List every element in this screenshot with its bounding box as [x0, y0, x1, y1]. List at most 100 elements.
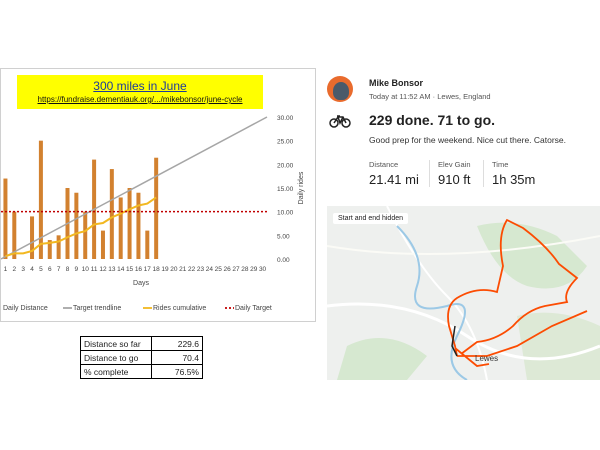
x-tick-label: 27	[232, 266, 240, 273]
chart-title: 300 miles in June	[93, 79, 187, 93]
y-tick-label: 5.00	[277, 233, 290, 240]
x-tick-label: 20	[170, 266, 178, 273]
table-row: Distance so far 229.6	[80, 336, 203, 351]
athlete-name[interactable]: Mike Bonsor	[369, 78, 424, 88]
elevation-stat: Elev Gain 910 ft	[429, 160, 471, 187]
x-tick-label: 9	[75, 266, 79, 273]
bar-daily-distance	[12, 211, 17, 259]
bar-daily-distance	[74, 192, 79, 259]
target-trendline	[1, 116, 268, 260]
y-tick-label: 20.00	[277, 162, 294, 169]
stat-value: 76.5%	[151, 364, 203, 379]
time-label: Time	[492, 160, 509, 169]
y-axis-label: Daily rides	[298, 171, 305, 204]
stat-label: Distance to go	[80, 350, 152, 365]
x-tick-label: 11	[91, 266, 98, 273]
river	[396, 225, 468, 380]
stat-label: % complete	[80, 364, 152, 379]
fundraise-link[interactable]: https://fundraise.dementiauk.org/.../mik…	[37, 95, 243, 104]
park-area	[337, 338, 427, 380]
table-row: % complete 76.5%	[80, 364, 203, 379]
y-tick-label: 15.00	[277, 186, 294, 193]
x-axis-label: Days	[133, 280, 149, 287]
x-tick-label: 22	[188, 266, 196, 273]
bar-daily-distance	[136, 192, 141, 259]
x-tick-label: 13	[108, 266, 116, 273]
activity-title[interactable]: 229 done. 71 to go.	[369, 112, 496, 128]
x-tick-label: 23	[197, 266, 205, 273]
bar-daily-distance	[3, 178, 8, 259]
x-tick-label: 19	[161, 266, 169, 273]
x-tick-label: 21	[179, 266, 187, 273]
x-tick-label: 28	[241, 266, 249, 273]
x-tick-label: 5	[39, 266, 43, 273]
activity-card[interactable]: Mike Bonsor Today at 11:52 AM · Lewes, E…	[323, 68, 600, 384]
map-privacy-label: Start and end hidden	[333, 213, 408, 224]
route-end	[451, 325, 458, 357]
table-row: Distance to go 70.4	[80, 350, 203, 365]
bar-daily-distance	[30, 216, 35, 259]
x-tick-label: 29	[250, 266, 258, 273]
elevation-value: 910 ft	[438, 172, 471, 187]
bar-daily-distance	[154, 157, 159, 259]
stats-table: Distance so far 229.6 Distance to go 70.…	[80, 336, 203, 379]
road	[327, 235, 600, 255]
bar-daily-distance	[145, 230, 150, 259]
map-town-label: Lewes	[475, 354, 499, 363]
bar-daily-distance	[100, 230, 105, 259]
x-tick-label: 7	[57, 266, 61, 273]
bar-daily-distance	[56, 235, 61, 259]
distance-value: 21.41 mi	[369, 172, 419, 187]
park-area	[517, 312, 600, 380]
stat-label: Distance so far	[80, 336, 152, 351]
stat-value: 70.4	[151, 350, 203, 365]
avatar[interactable]	[327, 76, 353, 102]
bar-daily-distance	[118, 197, 123, 259]
park-area	[477, 222, 587, 289]
distance-stat: Distance 21.41 mi	[369, 160, 419, 187]
x-tick-label: 4	[30, 266, 34, 273]
bar-daily-distance	[109, 169, 114, 259]
x-tick-label: 8	[66, 266, 70, 273]
time-value: 1h 35m	[492, 172, 536, 187]
distance-label: Distance	[369, 160, 399, 169]
y-tick-label: 30.00	[277, 115, 294, 122]
x-tick-label: 26	[223, 266, 231, 273]
route-line	[447, 218, 588, 367]
x-tick-label: 14	[117, 266, 125, 273]
x-tick-label: 1	[4, 266, 8, 273]
x-tick-label: 18	[153, 266, 161, 273]
x-tick-label: 24	[206, 266, 214, 273]
bar-daily-distance	[38, 140, 43, 259]
elevation-label: Elev Gain	[438, 160, 471, 169]
x-tick-label: 12	[99, 266, 107, 273]
rides-cumulative-line	[5, 196, 157, 258]
chart-title-box: 300 miles in June https://fundraise.deme…	[17, 75, 263, 109]
x-tick-label: 6	[48, 266, 52, 273]
y-tick-label: 25.00	[277, 139, 294, 146]
y-tick-label: 10.00	[277, 210, 294, 217]
chart-svg: 0.00 5.00 10.00 15.00 20.00 25.00 30.00 Daily r…	[1, 115, 305, 312]
x-tick-label: 15	[126, 266, 134, 273]
x-tick-label: 30	[259, 266, 267, 273]
route-map[interactable]: Start and end hidden Lewes	[327, 206, 600, 380]
x-tick-label: 17	[144, 266, 152, 273]
time-stat: Time 1h 35m	[483, 160, 535, 187]
bar-daily-distance	[47, 240, 52, 259]
x-tick-label: 2	[12, 266, 16, 273]
bike-icon	[329, 115, 351, 128]
x-tick-label: 10	[82, 266, 90, 273]
road	[327, 302, 600, 361]
activity-meta: Today at 11:52 AM · Lewes, England	[369, 92, 491, 101]
stat-value: 229.6	[151, 336, 203, 351]
x-tick-label: 25	[215, 266, 223, 273]
legend-label: Target trendline	[73, 305, 121, 312]
y-tick-label: 0.00	[277, 257, 290, 264]
map-canvas	[327, 206, 600, 380]
road	[386, 206, 488, 380]
legend-label: Daily Distance	[3, 305, 48, 312]
legend-label: Rides cumulative	[153, 305, 206, 312]
x-tick-label: 16	[135, 266, 143, 273]
bar-daily-distance	[83, 211, 88, 259]
activity-description: Good prep for the weekend. Nice cut ther…	[369, 135, 567, 145]
